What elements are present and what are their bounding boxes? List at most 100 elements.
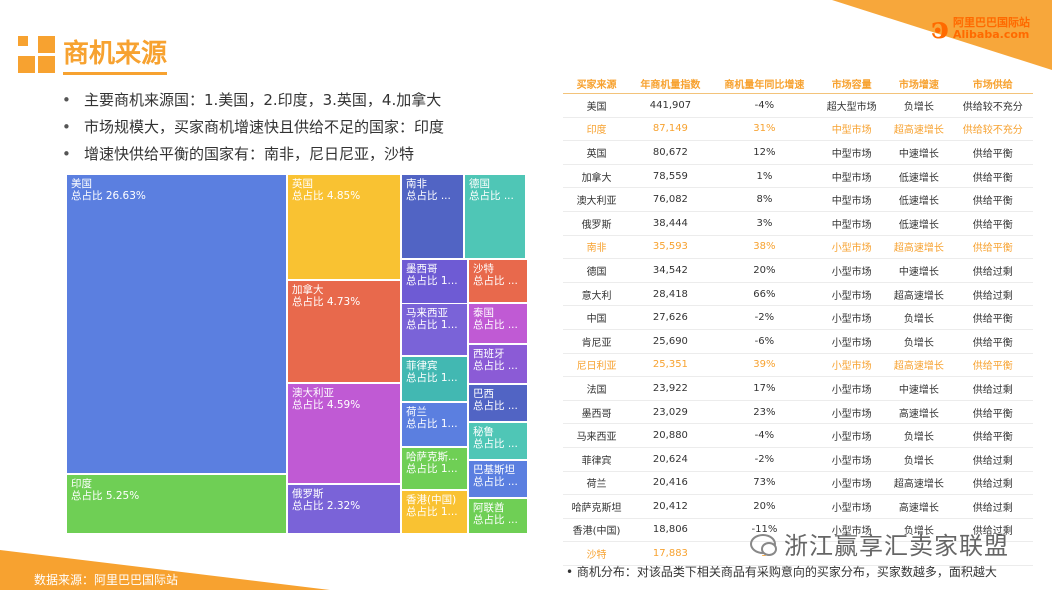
table-cell: 超高速增长	[885, 282, 953, 307]
table-cell: 27,626	[630, 305, 711, 330]
table-cell: 73%	[710, 471, 819, 496]
table-cell: 中型市场	[818, 187, 886, 212]
treemap-cell-name: 西班牙	[473, 348, 505, 360]
treemap-cell: 巴基斯坦 总占比 ...	[468, 460, 528, 498]
treemap-cell-share: 总占比 2.32%	[292, 500, 361, 512]
table-cell: 小型市场	[818, 258, 886, 283]
table-row: 加拿大 78,559 1% 中型市场 低速增长 供给平衡	[563, 164, 1033, 189]
table-cell: 供给平衡	[952, 140, 1033, 165]
squares-icon	[18, 35, 55, 73]
data-source: 数据来源：阿里巴巴国际站	[34, 573, 179, 587]
table-cell: 印度	[563, 117, 631, 142]
watermark: 浙江赢享汇卖家联盟	[750, 526, 1009, 561]
table-cell: 法国	[563, 376, 631, 401]
treemap-cell-share: 总占比 5.25%	[71, 490, 140, 502]
table-row: 印度 87,149 31% 中型市场 超高速增长 供给较不充分	[563, 117, 1033, 142]
table-cell: 中速增长	[885, 140, 953, 165]
table-cell: 高速增长	[885, 494, 953, 519]
table-row: 法国 23,922 17% 小型市场 中速增长 供给过剩	[563, 376, 1033, 401]
table-cell: 供给平衡	[952, 329, 1033, 354]
footnote-text: 商机分布：对该品类下相关商品有采购意向的买家分布，买家数越多，面积越大	[576, 565, 997, 579]
treemap-cell-share: 总占比 ...	[473, 438, 518, 450]
treemap-cell: 美国 总占比 26.63%	[66, 174, 287, 474]
table-cell: 80,672	[630, 140, 711, 165]
treemap-cell: 澳大利亚 总占比 4.59%	[287, 383, 401, 484]
treemap-cell: 菲律宾 总占比 1...	[401, 356, 468, 402]
treemap-cell: 西班牙 总占比 ...	[468, 344, 528, 384]
table-cell: -2%	[710, 305, 819, 330]
table-cell: 38%	[710, 235, 819, 260]
table-cell: 中型市场	[818, 140, 886, 165]
corner-decoration-top	[832, 0, 1052, 70]
logo-chinese-text: 阿里巴巴国际站	[953, 16, 1030, 29]
bullet-item: 市场规模大，买家商机增速快且供给不足的国家：印度	[62, 115, 444, 142]
treemap-cell-share: 总占比 4.59%	[292, 399, 361, 411]
table-row: 俄罗斯 38,444 3% 中型市场 低速增长 供给平衡	[563, 211, 1033, 236]
treemap-cell: 哈萨克斯... 总占比 1...	[401, 447, 468, 490]
column-header: 商机量年同比增速	[710, 73, 819, 94]
table-cell: 小型市场	[818, 423, 886, 448]
table-cell: 澳大利亚	[563, 187, 631, 212]
table-cell: 负增长	[885, 518, 953, 543]
table-cell: 供给平衡	[952, 164, 1033, 189]
table-cell: 南非	[563, 235, 631, 260]
table-cell: 小型市场	[818, 518, 886, 543]
table-row: 英国 80,672 12% 中型市场 中速增长 供给平衡	[563, 140, 1033, 165]
treemap-cell: 香港(中国) 总占比 1...	[401, 490, 468, 534]
table-cell: 供给过剩	[952, 447, 1033, 472]
treemap-cell: 秘鲁 总占比 ...	[468, 422, 528, 460]
page-title: 商机来源	[63, 33, 168, 75]
table-cell: 1%	[710, 164, 819, 189]
table-cell: 17,883	[630, 541, 711, 566]
treemap-cell-share: 总占比 ...	[473, 514, 518, 526]
table-cell: 中国	[563, 305, 631, 330]
table-cell: 中型市场	[818, 211, 886, 236]
treemap-cell-share: 总占比 1...	[406, 275, 458, 287]
table-cell: 中型市场	[818, 117, 886, 142]
footnote: • 商机分布：对该品类下相关商品有采购意向的买家分布，买家数越多，面积越大	[566, 565, 997, 579]
treemap-cell-share: 总占比 ...	[469, 190, 514, 202]
column-header: 市场容量	[818, 73, 886, 94]
treemap-cell: 巴西 总占比 ...	[468, 384, 528, 422]
treemap-cell: 英国 总占比 4.85%	[287, 174, 401, 280]
table-row: 荷兰 20,416 73% 小型市场 超高速增长 供给过剩	[563, 471, 1033, 496]
table-cell: 负增长	[885, 423, 953, 448]
treemap-cell: 阿联酋 总占比 ...	[468, 498, 528, 534]
table-cell: 39%	[710, 353, 819, 378]
treemap-cell-name: 美国	[71, 178, 92, 190]
treemap-cell-name: 秘鲁	[473, 426, 494, 438]
table-cell: 34,542	[630, 258, 711, 283]
table-cell: 墨西哥	[563, 400, 631, 425]
table-cell: 香港(中国)	[563, 518, 631, 543]
table-cell: 20,416	[630, 471, 711, 496]
table-cell: -4%	[710, 93, 819, 118]
table-cell: 尼日利亚	[563, 353, 631, 378]
alibaba-logo-icon: ꜿ	[930, 11, 949, 46]
table-cell: 18,806	[630, 518, 711, 543]
market-table: 买家来源 年商机量指数 商机量年同比增速 市场容量 市场增速 市场供给 美国 441,907…	[563, 73, 1033, 566]
table-cell: 供给平衡	[952, 353, 1033, 378]
table-cell: 意大利	[563, 282, 631, 307]
table-cell: 低速增长	[885, 164, 953, 189]
treemap-cell-name: 哈萨克斯...	[406, 451, 459, 463]
table-cell: 供给平衡	[952, 400, 1033, 425]
logo-english-text: Alibaba.com	[953, 28, 1030, 41]
treemap-cell-share: 总占比 4.85%	[292, 190, 361, 202]
table-cell: 441,907	[630, 93, 711, 118]
table-body: 美国 441,907 -4% 超大型市场 负增长 供给较不充分 印度 87,149 31% 中型市…	[563, 93, 1033, 566]
table-cell: 超高速增长	[885, 353, 953, 378]
table-cell: 供给过剩	[952, 258, 1033, 283]
treemap-cell-share: 总占比 ...	[473, 400, 518, 412]
treemap-cell: 泰国 总占比 ...	[468, 303, 528, 344]
table-cell: 20,412	[630, 494, 711, 519]
table-row: 墨西哥 23,029 23% 小型市场 高速增长 供给平衡	[563, 400, 1033, 425]
column-header: 买家来源	[563, 73, 631, 94]
table-row: 南非 35,593 38% 小型市场 超高速增长 供给平衡	[563, 235, 1033, 260]
table-cell: 供给过剩	[952, 376, 1033, 401]
treemap-cell: 俄罗斯 总占比 2.32%	[287, 484, 401, 534]
table-cell: -2%	[710, 447, 819, 472]
table-cell: 供给平衡	[952, 235, 1033, 260]
treemap-cell-share: 总占比 1...	[406, 463, 458, 475]
treemap-cell-name: 荷兰	[406, 406, 427, 418]
bullet-item: 增速快供给平衡的国家有：南非，尼日尼亚，沙特	[62, 142, 444, 169]
